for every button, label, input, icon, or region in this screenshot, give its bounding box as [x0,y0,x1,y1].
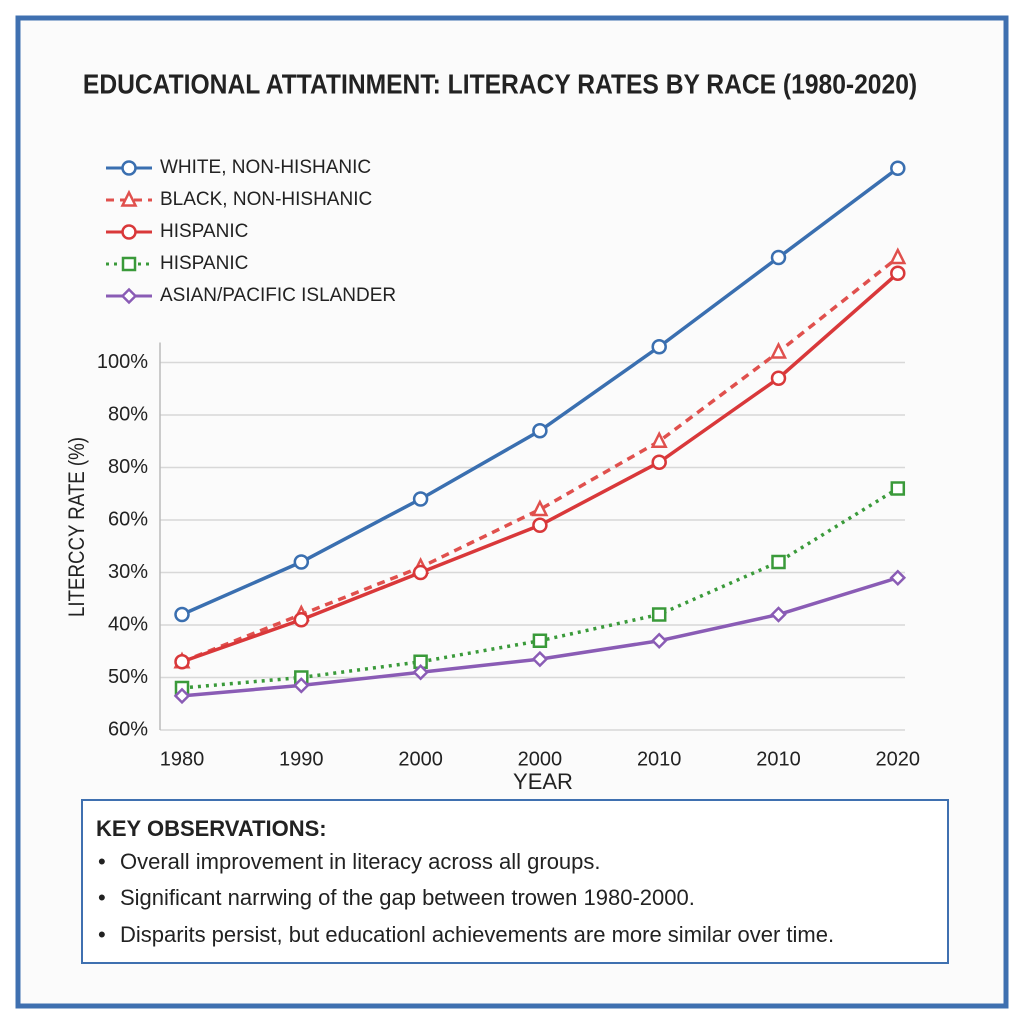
plot: 60% 50% 40% 30% 60% 80% 80% 100% 1980 1990 2000 200… [97,157,920,770]
marker [531,499,549,517]
y-tick-label: 80% [108,456,148,478]
marker [293,554,310,570]
marker [771,554,786,570]
x-tick-label: 1980 [160,748,205,770]
x-tick-label: 2020 [876,748,921,770]
marker [173,687,191,705]
marker [769,341,788,359]
marker [293,677,310,694]
marker [650,632,668,650]
chart-title: EDUCATIONAL ATTATINMENT: LITERACY RATES … [83,68,917,100]
x-tick-label: 2010 [756,748,801,770]
x-tick-label: 2000 [518,748,563,770]
legend-marker [121,256,137,272]
marker [412,564,429,581]
legend-label: BLACK, NON-HISHANIC [160,189,372,210]
x-axis-label: YEAR [513,769,573,794]
x-tick-label: 1990 [279,748,324,770]
marker [890,160,906,176]
marker [890,481,906,496]
x-tick-label: 2000 [398,748,443,770]
y-tick-label: 60% [108,508,148,530]
legend-label: HISPANIC [160,253,248,274]
bullet: • [98,922,106,947]
y-tick-label: 40% [108,613,148,635]
y-tick-label: 30% [108,561,148,583]
y-tick-label: 50% [108,666,148,688]
marker [651,607,667,622]
marker [532,517,548,533]
marker [889,569,907,587]
legend-marker [120,189,138,207]
marker [770,606,787,623]
legend-label: WHITE, NON-HISHANIC [160,157,371,178]
legend-marker [121,160,137,176]
y-tick-label: 80% [108,403,148,425]
marker [412,663,429,681]
bullet: • [98,885,106,910]
marker [651,454,667,470]
y-axis-label: LITERCCY RATE (%) [65,437,89,617]
marker [651,339,667,355]
legend-label: ASIAN/PACIFIC ISLANDER [160,285,396,306]
observation: Significant narrwing of the gap between … [120,885,695,910]
marker [532,423,548,439]
marker [531,650,549,668]
marker [412,491,429,507]
observation: Disparits persist, but educationl achiev… [120,922,834,947]
observations-box [81,799,949,964]
legend-marker [121,224,137,240]
marker [889,247,907,265]
observations-title: KEY OBSERVATIONS: [96,816,327,841]
marker [293,612,310,628]
legend-label: HISPANIC [160,221,248,242]
legend-marker [120,287,138,305]
bullet: • [98,849,106,874]
marker [174,654,190,670]
marker [650,430,668,448]
marker [890,265,906,281]
marker [532,633,548,648]
x-tick-label: 2010 [637,748,682,770]
marker [770,249,787,266]
observation: Overall improvement in literacy across a… [120,849,601,874]
y-tick-label: 100% [97,351,148,373]
marker [174,606,190,623]
y-tick-label: 60% [108,718,148,740]
marker [770,370,787,386]
